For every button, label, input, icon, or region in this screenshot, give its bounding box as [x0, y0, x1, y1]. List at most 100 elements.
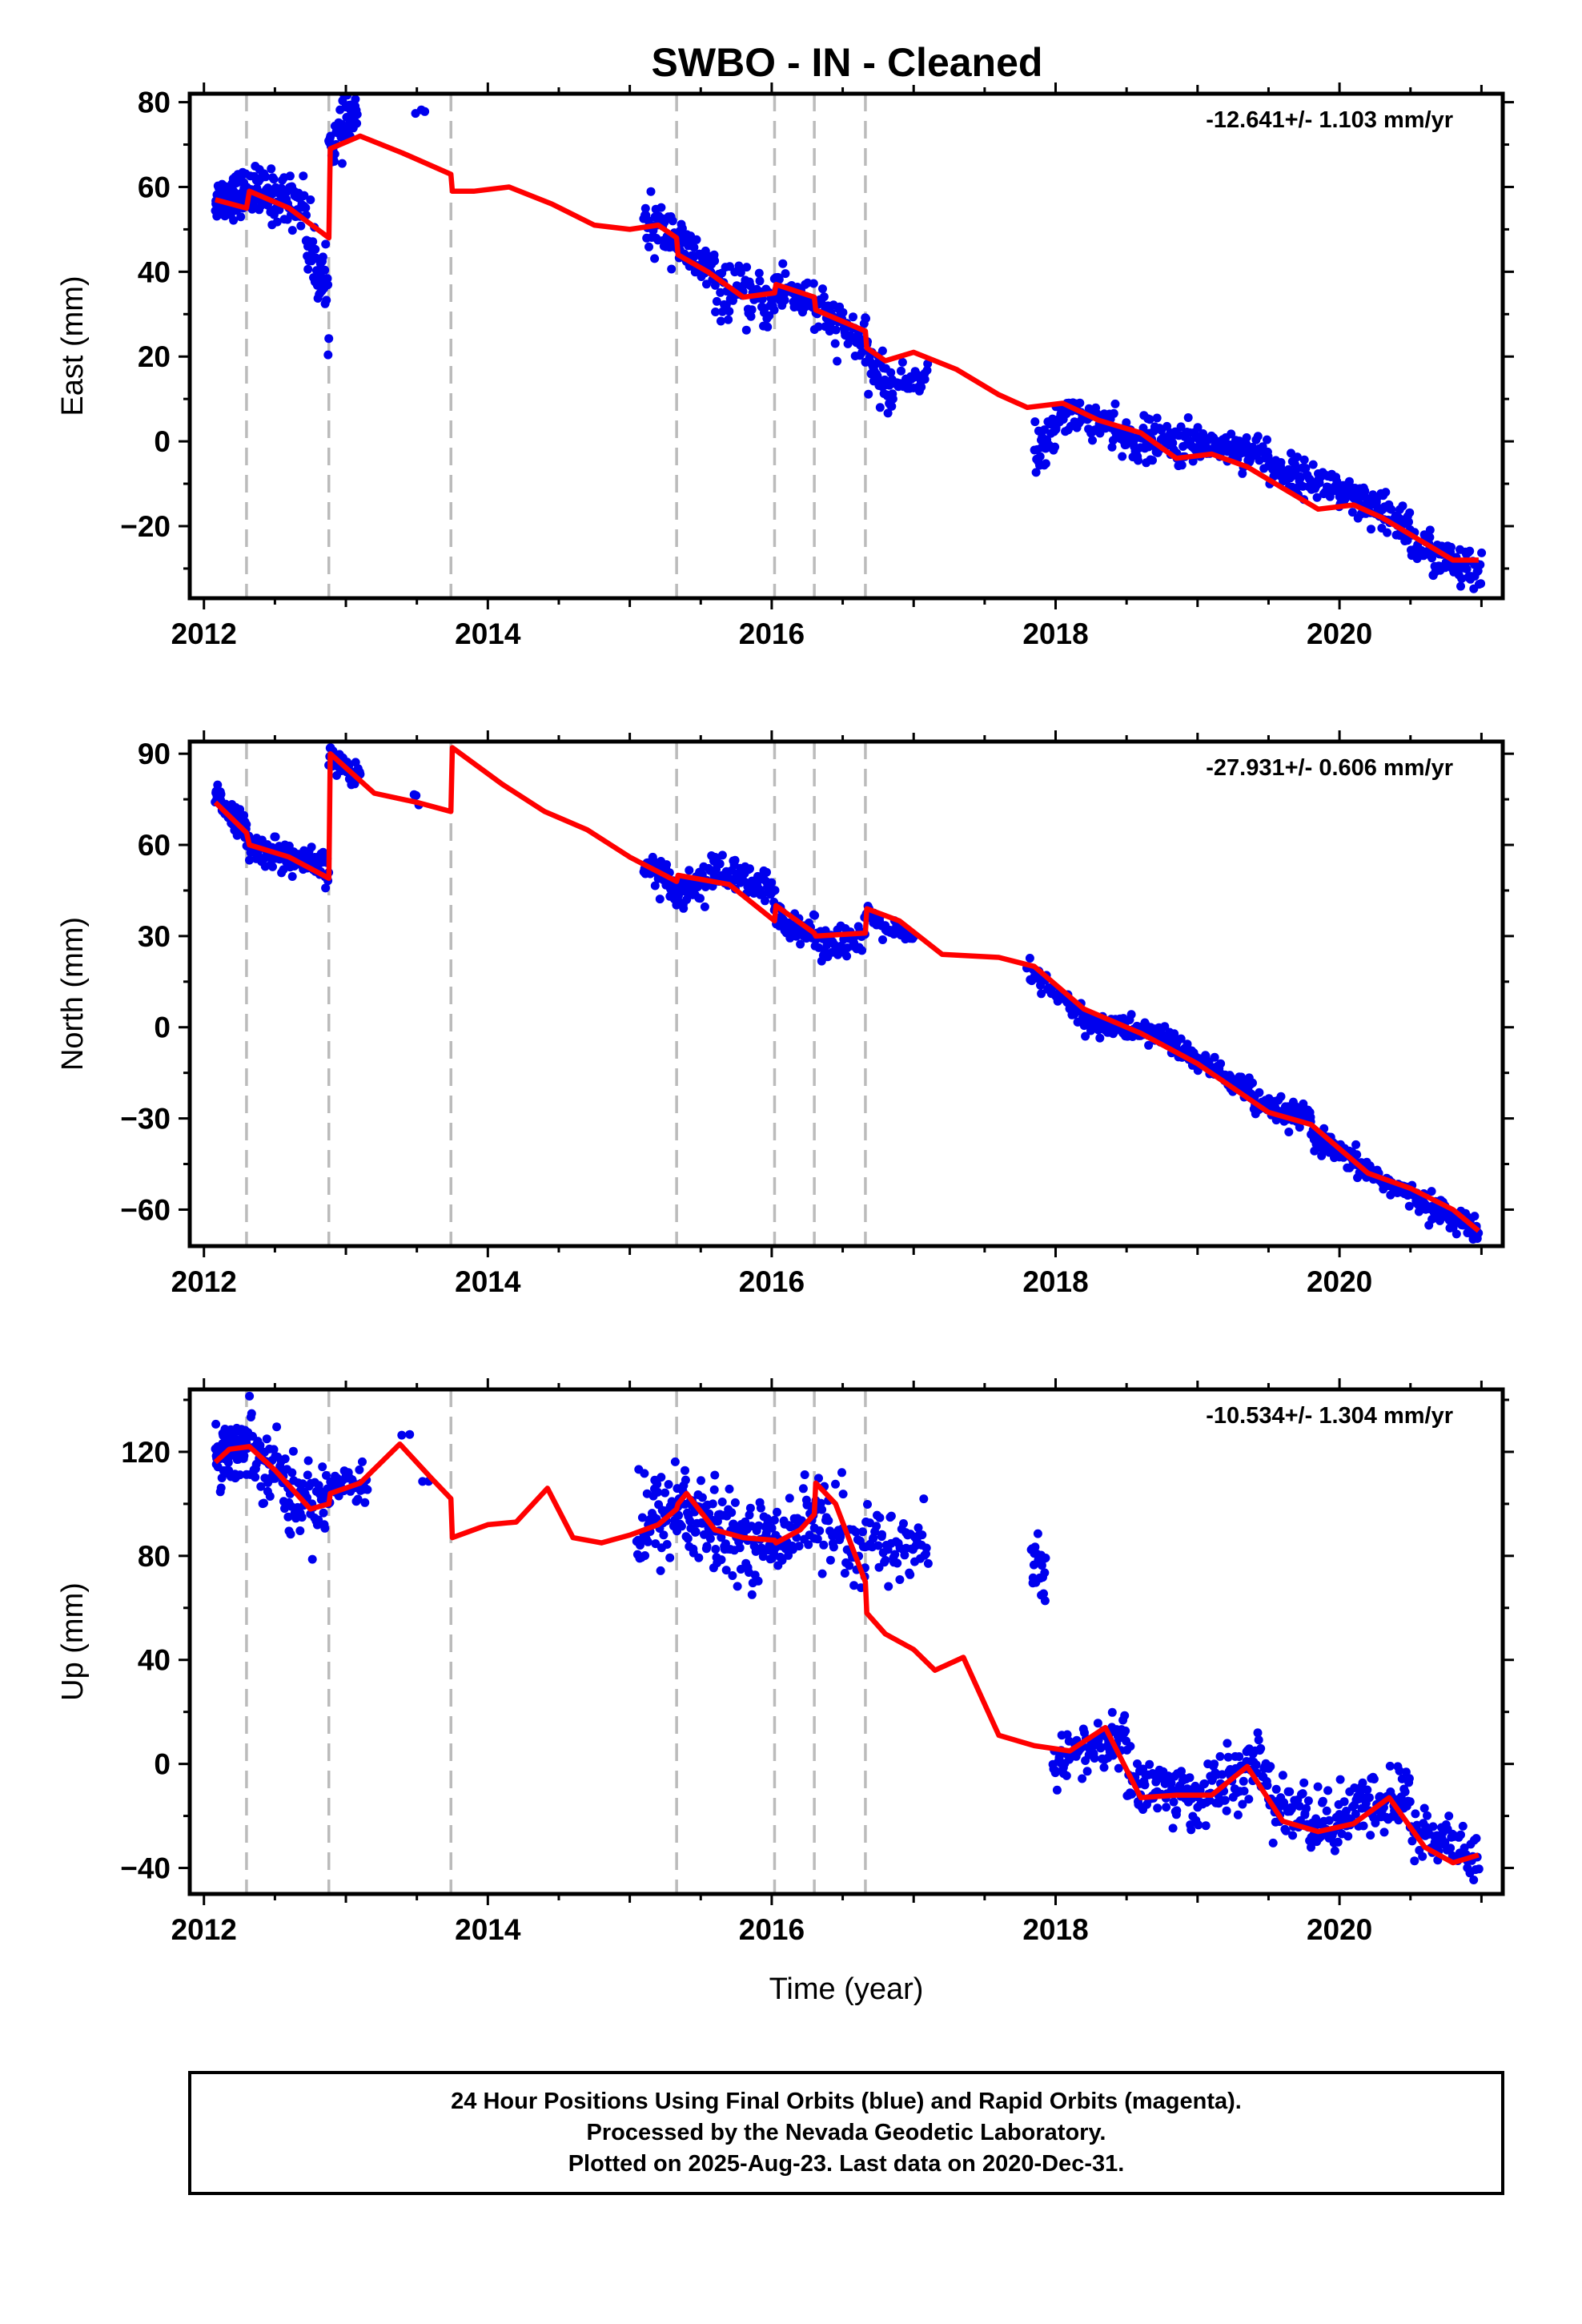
east-data-point [1255, 456, 1264, 465]
up-data-point [1410, 1856, 1419, 1866]
up-data-point [1239, 1776, 1248, 1786]
up-x-tick-label: 2016 [739, 1913, 805, 1946]
up-data-point [1127, 1789, 1137, 1799]
up-data-point [295, 1526, 305, 1535]
north-data-point [319, 847, 328, 857]
up-data-point [1404, 1774, 1414, 1783]
up-data-point [1239, 1787, 1249, 1795]
east-data-point [1134, 456, 1142, 465]
up-data-point [761, 1529, 771, 1538]
up-data-point [1078, 1774, 1087, 1783]
north-y-tick-label: 0 [154, 1011, 171, 1044]
up-data-point [322, 1470, 331, 1480]
up-data-point [1343, 1831, 1353, 1841]
up-data-point [747, 1590, 757, 1599]
east-data-point [754, 268, 764, 278]
east-data-point [1360, 486, 1370, 496]
up-data-point [1172, 1806, 1182, 1815]
up-data-point [1168, 1823, 1178, 1833]
up-data-point [1140, 1780, 1150, 1790]
east-data-point [1031, 468, 1041, 477]
footer-line-2: Processed by the Nevada Geodetic Laborat… [587, 2120, 1106, 2145]
up-data-point [239, 1451, 249, 1461]
east-data-point [337, 119, 347, 129]
north-y-tick-label: 30 [138, 920, 171, 953]
east-data-point [1168, 438, 1178, 448]
east-data-point [308, 237, 318, 247]
east-data-point [1398, 501, 1407, 511]
east-data-point [1308, 460, 1318, 469]
east-data-point [1465, 546, 1475, 556]
up-data-point [711, 1545, 721, 1554]
up-panel: 2012 2014 2016 2018 2020 −40 0 40 80 120 Up (mm) Ti… [56, 1378, 1514, 2006]
east-data-point [1367, 525, 1375, 534]
up-data-point [1458, 1821, 1468, 1831]
up-data-point [1440, 1838, 1450, 1848]
east-data-point [301, 203, 311, 212]
east-data-point [1425, 525, 1435, 535]
east-data-point [877, 346, 887, 356]
up-data-point [245, 1391, 255, 1401]
up-data-point [247, 1409, 256, 1418]
up-data-point [283, 1512, 293, 1522]
east-x-tick-label: 2020 [1307, 617, 1372, 650]
east-data-point [813, 322, 823, 332]
up-model-line [213, 1441, 1480, 1866]
north-x-tick-label: 2012 [171, 1265, 237, 1298]
east-data-point [1301, 464, 1311, 473]
east-data-point [747, 305, 757, 315]
up-data-point [1339, 1797, 1349, 1807]
up-data-point [921, 1543, 931, 1553]
up-data-point [865, 1518, 874, 1528]
up-data-point [1194, 1820, 1203, 1830]
north-y-axis-label: North (mm) [56, 917, 90, 1071]
north-data-point [1081, 1031, 1090, 1041]
up-data-point [884, 1582, 893, 1591]
up-data-point [905, 1570, 915, 1579]
north-data-point [1037, 989, 1046, 999]
up-data-point [1371, 1818, 1380, 1827]
east-data-point [692, 235, 701, 244]
up-data-point [1307, 1843, 1315, 1852]
up-data-point [1222, 1806, 1231, 1815]
north-data-point [287, 872, 297, 881]
up-data-point [840, 1569, 849, 1578]
east-data-point [897, 357, 907, 367]
up-data-point [677, 1522, 686, 1531]
up-data-point [674, 1510, 684, 1520]
up-data-point [1318, 1796, 1327, 1806]
up-data-point [710, 1470, 720, 1480]
up-data-point [756, 1503, 765, 1513]
up-data-point [307, 1554, 317, 1564]
up-data-point [815, 1526, 825, 1535]
north-data-point [842, 951, 852, 961]
east-data-point [1050, 442, 1060, 452]
east-data-point [236, 212, 246, 222]
up-data-point [405, 1429, 415, 1439]
up-data-point [1474, 1864, 1484, 1874]
north-y-tick-label: −60 [120, 1193, 171, 1226]
footer-line-3: Plotted on 2025-Aug-23. Last data on 202… [568, 2151, 1125, 2177]
up-data-point [836, 1532, 845, 1542]
up-data-point [1082, 1767, 1092, 1776]
east-data-point [1456, 581, 1465, 591]
up-data-point [211, 1419, 221, 1429]
east-data-point [1263, 435, 1271, 444]
up-data-point [814, 1474, 823, 1483]
up-x-tick-label: 2012 [171, 1913, 237, 1946]
east-data-point [710, 256, 720, 266]
north-y-tick-label: 60 [138, 829, 171, 862]
up-data-point [1369, 1775, 1379, 1783]
east-data-point [1193, 423, 1203, 432]
east-data-point [656, 203, 666, 212]
up-data-point [899, 1519, 908, 1528]
up-data-point [1423, 1811, 1431, 1820]
up-data-point [1162, 1803, 1171, 1812]
east-data-point [1148, 456, 1157, 465]
north-data-point [1427, 1187, 1436, 1196]
east-data-point [765, 311, 774, 320]
east-data-point [1242, 433, 1251, 442]
up-data-point [851, 1527, 861, 1537]
north-data-point [271, 832, 280, 842]
